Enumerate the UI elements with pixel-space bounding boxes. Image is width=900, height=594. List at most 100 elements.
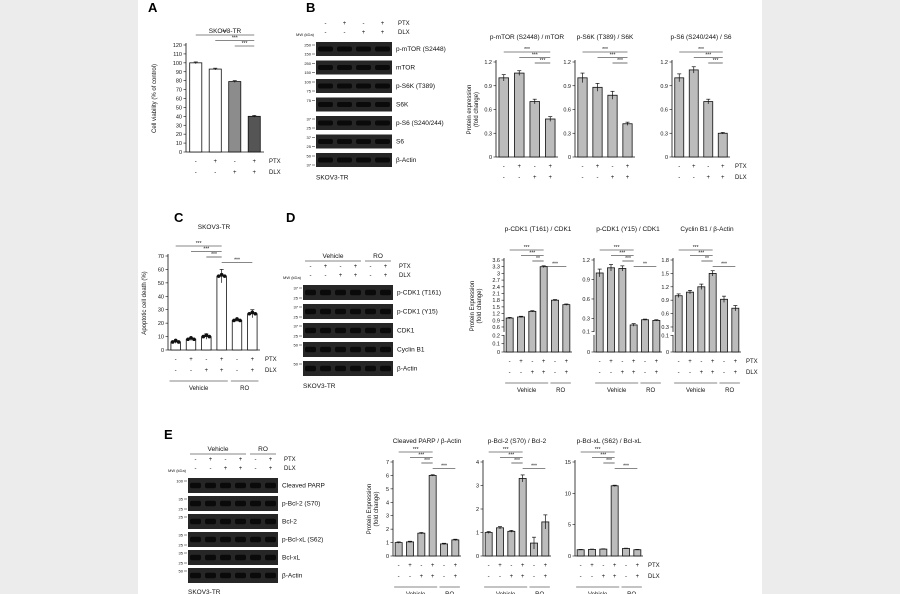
dlx-sign-d1-5: +	[565, 370, 569, 376]
sig-label-e1-2: ***	[424, 458, 430, 464]
blot-ptx-sign-e-5: +	[269, 457, 273, 463]
blot-strip-b-4	[316, 116, 392, 130]
dlx-sign-d2-3: +	[632, 370, 636, 376]
dlx-sign-e3-0: -	[580, 574, 582, 580]
dlx-sign-d1-2: +	[531, 370, 535, 376]
blot-band-d-1-0	[305, 308, 316, 315]
y-tick-label-c-3: 30	[158, 308, 164, 314]
bar-e2-0	[484, 532, 493, 557]
y-tick-label-d3-6: 1.5	[661, 271, 669, 277]
bar-d1-5	[562, 304, 571, 353]
blot-ptx-sign-e-4: -	[255, 457, 257, 463]
mw-marker-b-6-0: 50	[307, 154, 312, 159]
dlx-sign-d2-0: -	[599, 370, 601, 376]
blot-band-b-6-1	[337, 157, 352, 163]
y-axis-label-b1: (fold change)	[474, 92, 480, 127]
mw-marker-d-0-1: 25	[294, 296, 299, 301]
blot-band-d-3-3	[350, 346, 361, 353]
mw-marker-e-1-1: 25	[179, 507, 184, 512]
blot-strip-e-0	[188, 478, 278, 493]
blot-strip-e-4	[188, 550, 278, 565]
dlx-row-label-a: DLX	[269, 170, 281, 176]
panel-letter-a: A	[148, 0, 158, 15]
blot-strip-b-3	[316, 97, 392, 112]
dlx-sign-e1-4: -	[443, 574, 445, 580]
y-tick-label-a-4: 40	[176, 114, 182, 120]
group-label-vehicle-e3: Vehicle	[588, 592, 608, 594]
blot-ptx-sign-d-5: +	[384, 264, 388, 270]
bar-c-4	[231, 320, 243, 351]
dlx-sign-a-3: +	[252, 170, 256, 176]
blot-mw-header-b: MW (kDa)	[296, 32, 315, 37]
bar-e1-3	[428, 475, 437, 557]
blot-label-d-3: Cyclin B1	[397, 347, 425, 354]
blot-strip-d-1	[303, 304, 393, 319]
blot-strip-b-2	[316, 79, 392, 93]
bar-d3-5	[731, 307, 740, 353]
blot-band-e-0-4	[250, 482, 261, 489]
y-tick-label-b1-2: 0.6	[484, 108, 492, 114]
y-tick-label-e2-2: 2	[476, 507, 479, 513]
ptx-sign-e2-4: -	[533, 563, 535, 569]
blot-band-e-4-2	[220, 554, 231, 561]
ptx-sign-e1-2: -	[420, 563, 422, 569]
y-tick-label-a-12: 120	[173, 43, 182, 49]
chart-title-b3: p-S6 (S240/244) / S6	[670, 34, 731, 41]
group-label-ro-e2: RO	[535, 592, 544, 594]
ptx-sign-e3-5: +	[636, 563, 640, 569]
sig-label-c-1: ***	[203, 247, 209, 253]
blot-label-b-5: S6	[396, 139, 404, 146]
y-tick-label-b3-3: 0.9	[660, 84, 668, 90]
blot-band-e-0-3	[235, 482, 246, 489]
mw-marker-d-2-0: 37	[294, 324, 299, 329]
dlx-sign-e1-1: -	[409, 574, 411, 580]
ptx-sign-e2-3: +	[521, 563, 525, 569]
ptx-sign-d1-0: -	[509, 359, 511, 365]
bar-d2-0	[595, 272, 604, 353]
blot-band-d-2-3	[350, 327, 361, 334]
dlx-sign-e3-5: +	[636, 574, 640, 580]
y-tick-label-d1-6: 1.5	[492, 305, 500, 311]
dlx-sign-d1-3: +	[542, 370, 546, 376]
ptx-sign-b1-3: +	[548, 164, 552, 170]
bar-d1-4	[551, 299, 559, 353]
blot-band-e-2-3	[235, 518, 246, 525]
y-tick-label-e2-4: 4	[476, 460, 479, 466]
bar-a-2	[228, 81, 242, 153]
dlx-sign-b3-3: +	[721, 175, 725, 181]
ptx-sign-b3-2: -	[707, 164, 709, 170]
blot-strip-d-3	[303, 342, 393, 357]
blot-band-d-4-5	[380, 365, 391, 372]
blot-dlx-sign-b-1: -	[344, 30, 346, 36]
bar-b3-1	[688, 69, 699, 158]
y-axis-label-a: Cell viability (% of control)	[152, 64, 158, 133]
blot-band-b-2-1	[337, 83, 352, 89]
blot-label-b-3: S6K	[396, 102, 409, 109]
blot-ptx-sign-e-2: -	[225, 457, 227, 463]
mw-marker-b-0-0: 250	[304, 43, 311, 48]
blot-band-b-6-3	[375, 157, 390, 163]
blot-band-d-4-2	[335, 365, 346, 372]
panel-letter-d: D	[286, 210, 296, 225]
blot-label-b-0: p-mTOR (S2448)	[396, 46, 446, 53]
y-tick-label-c-4: 40	[158, 294, 164, 300]
mw-marker-b-6-1: 37	[307, 163, 312, 168]
bar-b3-0	[674, 77, 685, 158]
y-tick-label-b1-1: 0.3	[484, 131, 492, 137]
ptx-sign-e1-1: +	[408, 563, 412, 569]
data-point-c-0-0	[170, 340, 175, 344]
mw-marker-e-3-0: 35	[179, 533, 184, 538]
y-tick-label-d1-3: 0.6	[492, 325, 500, 331]
sig-label-b3-1: ***	[705, 53, 711, 59]
ptx-sign-d1-2: -	[531, 359, 533, 365]
y-tick-label-d1-9: 2.4	[492, 285, 500, 291]
bar-b2-1	[592, 86, 603, 158]
blot-band-e-4-1	[205, 554, 216, 561]
ptx-sign-d2-3: +	[632, 359, 636, 365]
bar-c-3	[216, 275, 227, 351]
y-tick-label-b3-4: 1.2	[660, 60, 668, 66]
blot-band-b-2-2	[356, 83, 371, 89]
y-tick-label-d1-7: 1.8	[492, 298, 500, 304]
y-tick-label-a-11: 110	[173, 52, 182, 58]
blot-dlx-sign-e-2: +	[224, 466, 228, 472]
